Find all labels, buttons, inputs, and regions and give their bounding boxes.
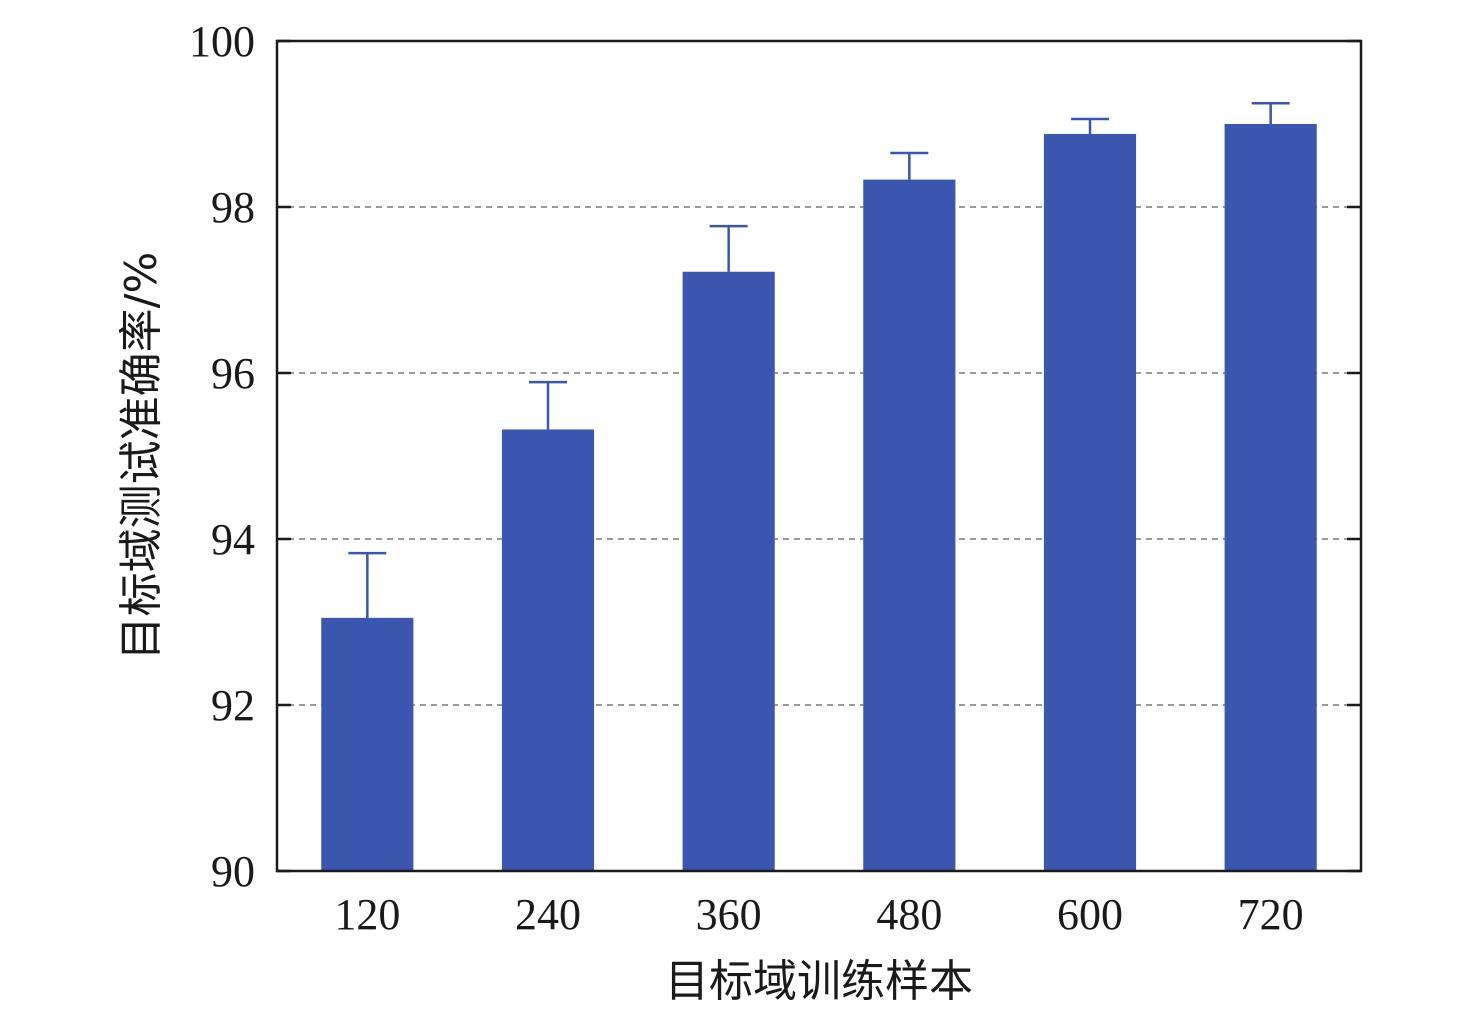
x-axis-title: 目标域训练样本 — [665, 956, 973, 1007]
grid-lines — [277, 206, 1361, 706]
x-tick-label: 360 — [696, 890, 762, 939]
bars — [321, 124, 1317, 872]
y-tick-label: 96 — [211, 349, 255, 398]
x-tick-label: 480 — [876, 890, 942, 939]
plot-frame — [275, 39, 1363, 873]
x-axis-ticks: 120 240 360 480 600 720 — [334, 890, 1303, 939]
bar-120 — [321, 617, 414, 871]
x-tick-label: 720 — [1238, 890, 1304, 939]
x-tick-label: 240 — [515, 890, 581, 939]
y-tick-label: 90 — [211, 847, 255, 896]
y-axis-ticks: 90 92 94 96 98 100 — [189, 17, 1361, 896]
y-tick-label: 94 — [211, 515, 255, 564]
bar-240 — [501, 429, 595, 871]
y-tick-label: 100 — [189, 17, 255, 66]
y-tick-label: 98 — [211, 183, 255, 232]
bar-600 — [1043, 133, 1137, 871]
error-bars — [348, 102, 1290, 618]
bar-480 — [863, 179, 956, 872]
y-axis-title: 目标域测试准确率/% — [116, 252, 167, 661]
x-tick-label: 120 — [334, 890, 400, 939]
y-tick-label: 92 — [211, 681, 255, 730]
x-tick-label: 600 — [1057, 890, 1123, 939]
bar-360 — [682, 271, 775, 871]
bar-720 — [1224, 124, 1317, 871]
